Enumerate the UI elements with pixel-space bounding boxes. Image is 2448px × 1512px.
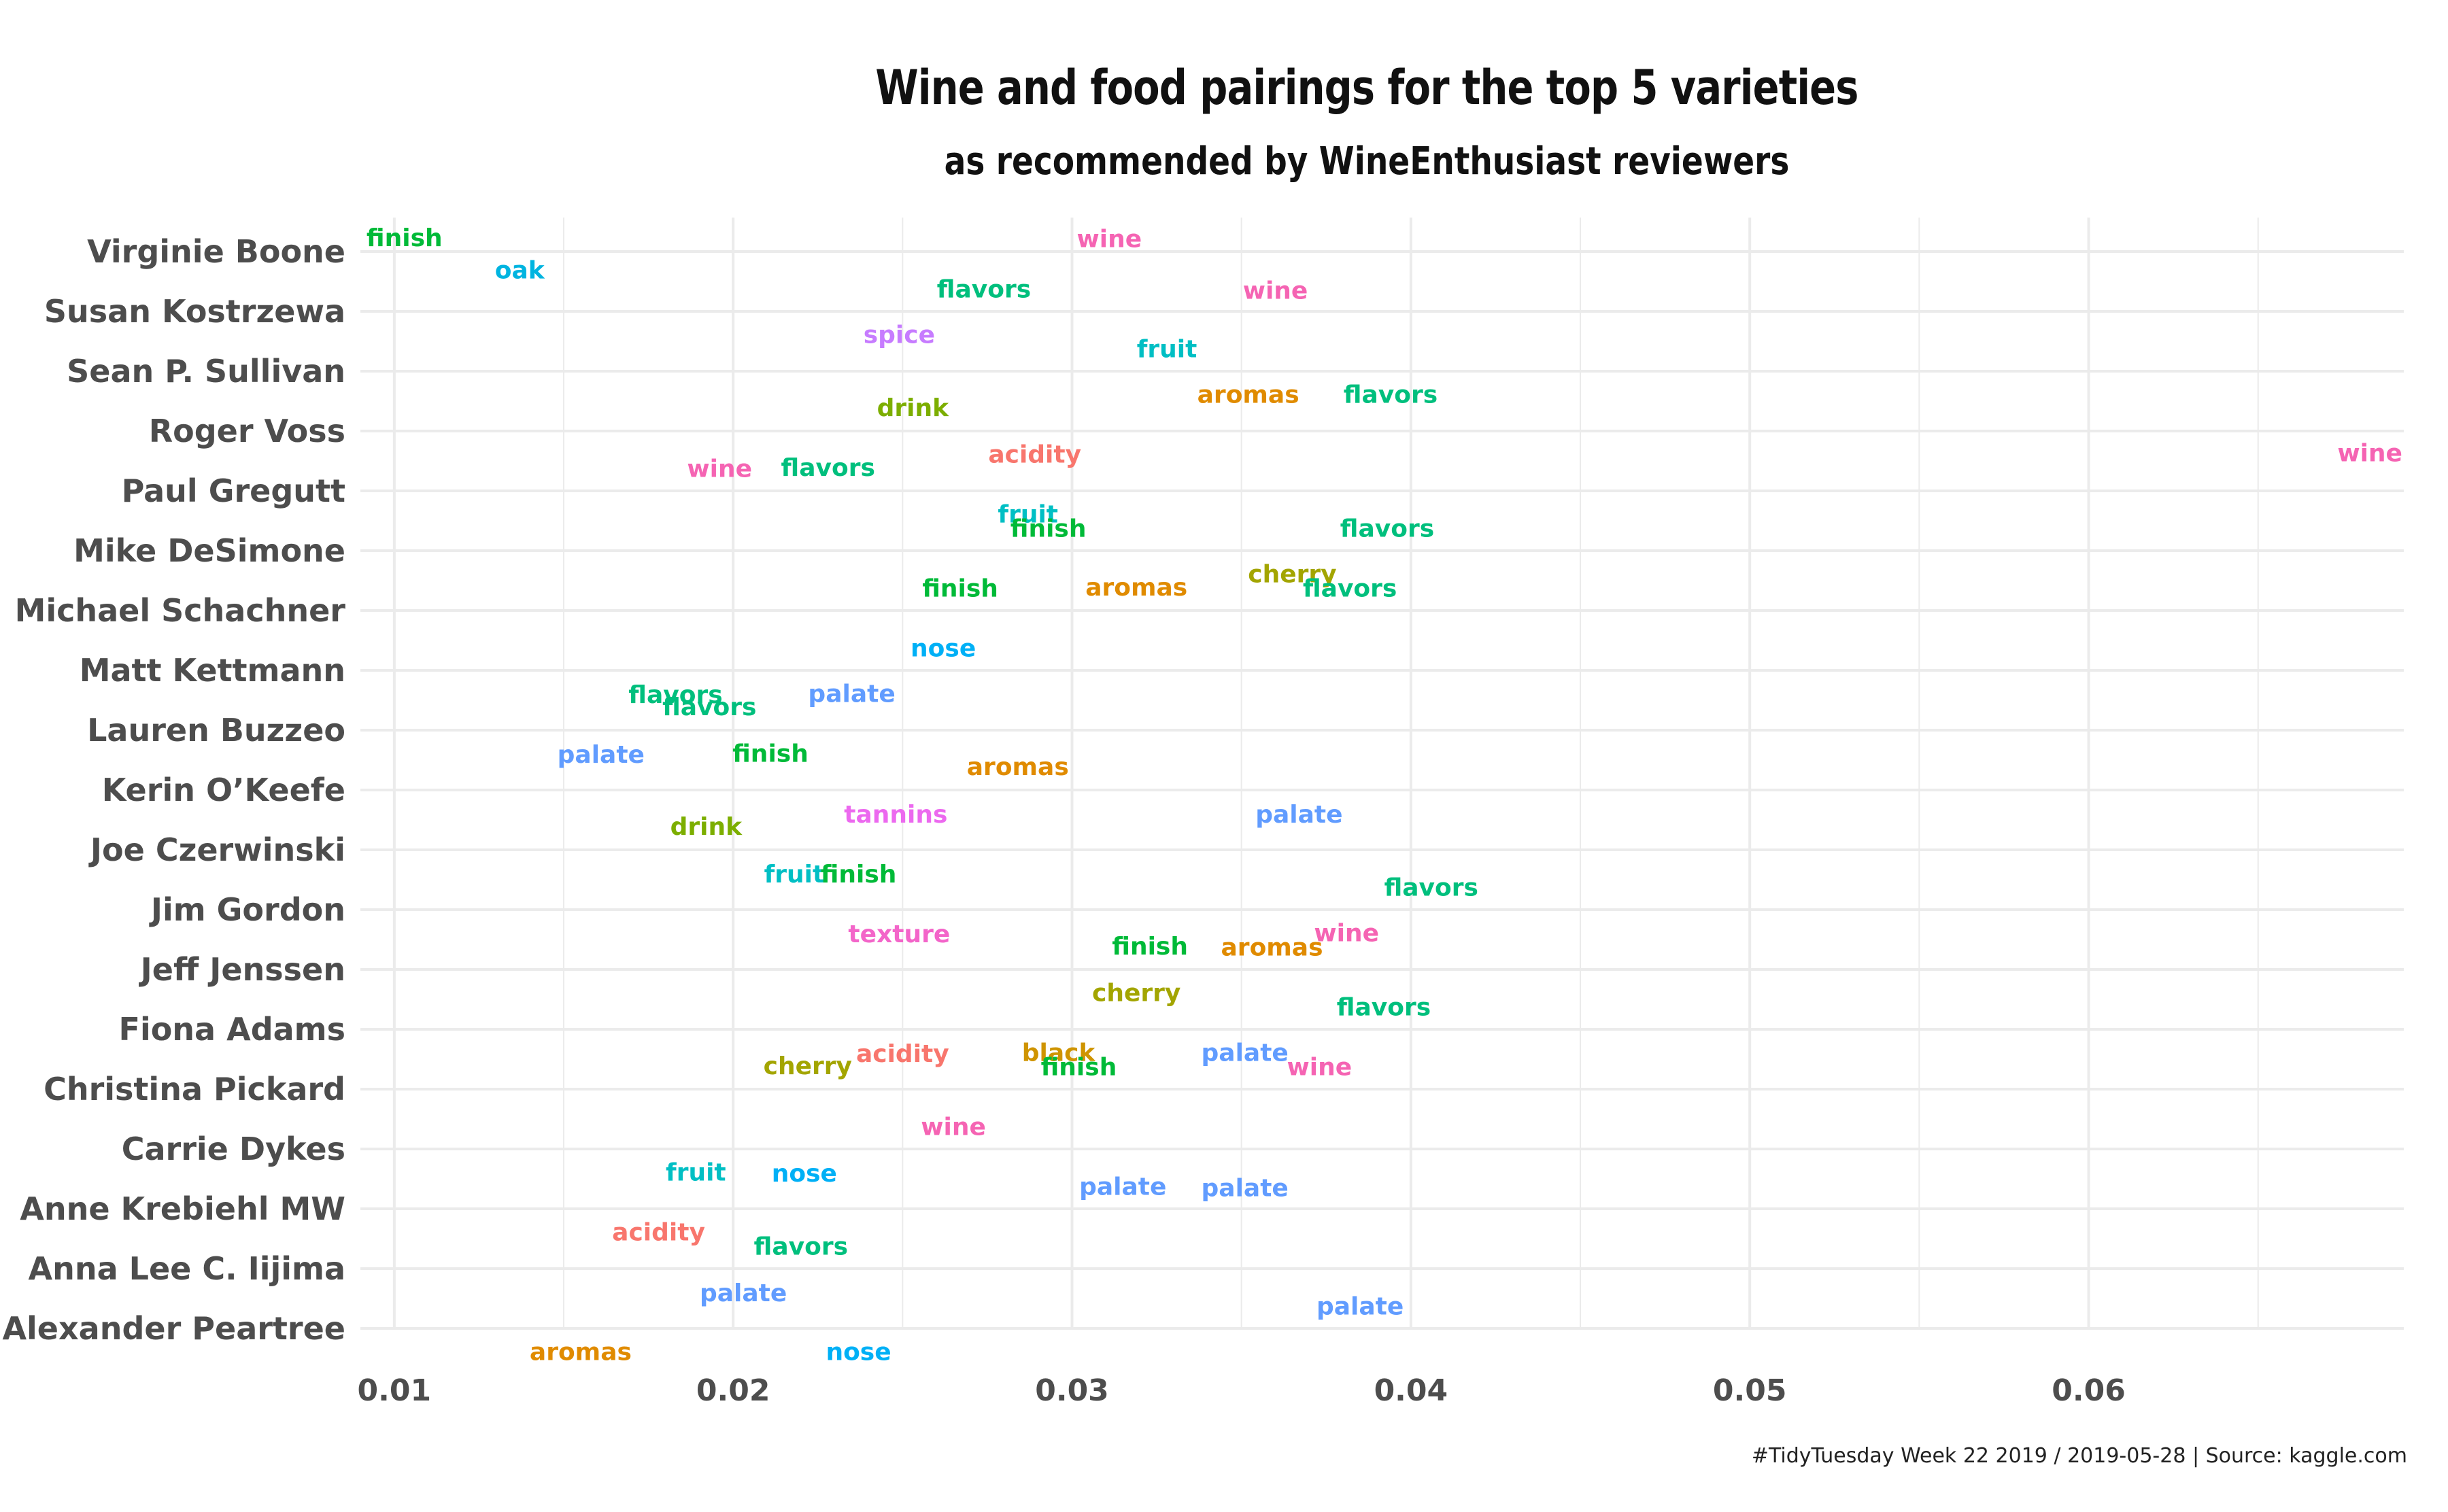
data-point-label: finish — [1112, 933, 1188, 961]
data-point-label: flavors — [937, 276, 1031, 304]
data-point-label: drink — [670, 813, 743, 841]
data-point-label: aromas — [967, 753, 1069, 781]
data-point-label: flavors — [1384, 874, 1478, 902]
data-point-label: palate — [700, 1279, 787, 1307]
data-point-label: fruit — [1137, 336, 1197, 364]
y-tick-label: Sean P. Sullivan — [67, 353, 345, 390]
y-tick-label: Christina Pickard — [44, 1071, 345, 1107]
data-point-label: flavors — [781, 454, 875, 482]
data-point-label: palate — [1316, 1293, 1404, 1321]
data-point-label: finish — [732, 740, 809, 768]
data-point-label: cherry — [764, 1052, 852, 1080]
data-point-label: finish — [922, 575, 998, 603]
y-tick-label: Anna Lee C. Iijima — [28, 1250, 345, 1287]
data-point-label: oak — [495, 256, 545, 284]
y-tick-label: Michael Schachner — [15, 592, 346, 629]
data-point-label: finish — [821, 861, 897, 889]
y-tick-label: Jeff Jenssen — [139, 951, 345, 988]
data-point-label: palate — [1255, 801, 1342, 829]
data-point-label: flavors — [1340, 515, 1434, 543]
x-tick-label: 0.04 — [1374, 1373, 1448, 1408]
y-tick-label: Virginie Boone — [87, 233, 345, 270]
data-point-label: wine — [1314, 919, 1379, 947]
y-tick-label: Roger Voss — [149, 413, 345, 449]
data-point-label: palate — [1079, 1173, 1166, 1201]
data-point-label: cherry — [1092, 979, 1180, 1007]
x-tick-label: 0.01 — [358, 1373, 432, 1408]
x-tick-label: 0.03 — [1035, 1373, 1109, 1408]
data-point-label: flavors — [754, 1233, 848, 1261]
data-point-label: wine — [2337, 440, 2402, 468]
data-point-label: fruit — [764, 861, 825, 889]
data-point-label: acidity — [856, 1040, 949, 1068]
data-point-label: aromas — [1197, 381, 1299, 409]
data-point-label: acidity — [612, 1218, 705, 1246]
y-tick-label: Jim Gordon — [149, 891, 345, 928]
data-point-label: flavors — [1344, 381, 1438, 409]
data-point-label: wine — [687, 456, 752, 483]
data-point-label: fruit — [998, 500, 1058, 528]
data-point-label: nose — [826, 1338, 891, 1366]
chart-caption: #TidyTuesday Week 22 2019 / 2019-05-28 |… — [1751, 1444, 2407, 1468]
y-tick-label: Mike DeSimone — [73, 532, 345, 569]
data-point-label: wine — [1243, 277, 1308, 305]
data-point-label: finish — [1010, 515, 1087, 543]
data-point-label: fruit — [666, 1158, 726, 1186]
data-point-label: flavors — [1337, 994, 1431, 1022]
data-point-label: acidity — [988, 441, 1081, 468]
data-point-label: cherry — [1248, 560, 1336, 588]
data-point-label: palate — [1202, 1174, 1289, 1202]
x-tick-label: 0.05 — [1713, 1373, 1787, 1408]
y-tick-label: Matt Kettmann — [80, 652, 345, 689]
data-point-label: nose — [911, 635, 976, 663]
data-point-label: palate — [808, 680, 895, 708]
y-tick-label: Lauren Buzzeo — [87, 712, 345, 749]
data-point-label: tannins — [844, 801, 947, 829]
data-point-label: nose — [772, 1160, 837, 1188]
y-tick-label: Carrie Dykes — [122, 1131, 345, 1167]
data-point-label: flavors — [1303, 575, 1397, 603]
data-point-label: wine — [1077, 226, 1142, 254]
data-point-label: aromas — [1221, 934, 1323, 962]
y-tick-label: Paul Gregutt — [122, 472, 345, 509]
data-point-label: aromas — [530, 1338, 632, 1366]
data-point-label: flavors — [628, 681, 722, 709]
y-tick-label: Susan Kostrzewa — [44, 293, 345, 330]
y-tick-label: Fiona Adams — [119, 1011, 345, 1048]
y-tick-label: Alexander Peartree — [2, 1310, 345, 1347]
data-point-label: flavors — [662, 693, 756, 721]
data-point-label: wine — [921, 1114, 986, 1141]
data-point-label: wine — [1287, 1054, 1352, 1082]
data-point-label: drink — [877, 394, 949, 422]
y-tick-label: Kerin O’Keefe — [102, 772, 345, 808]
data-point-label: black — [1022, 1039, 1096, 1067]
x-tick-label: 0.06 — [2052, 1373, 2126, 1408]
data-point-label: finish — [367, 224, 443, 252]
x-tick-label: 0.02 — [696, 1373, 770, 1408]
data-point-label: spice — [864, 321, 935, 349]
chart-subtitle: as recommended by WineEnthusiast reviewe… — [944, 139, 1790, 184]
y-tick-label: Anne Krebiehl MW — [20, 1190, 345, 1227]
data-point-label: palate — [1202, 1039, 1289, 1067]
data-point-label: palate — [558, 741, 645, 769]
chart-title: Wine and food pairings for the top 5 var… — [875, 60, 1858, 116]
data-point-label: texture — [848, 921, 950, 948]
data-point-label: finish — [1041, 1054, 1117, 1082]
data-point-label: aromas — [1085, 574, 1187, 602]
y-tick-label: Joe Czerwinski — [88, 831, 345, 868]
